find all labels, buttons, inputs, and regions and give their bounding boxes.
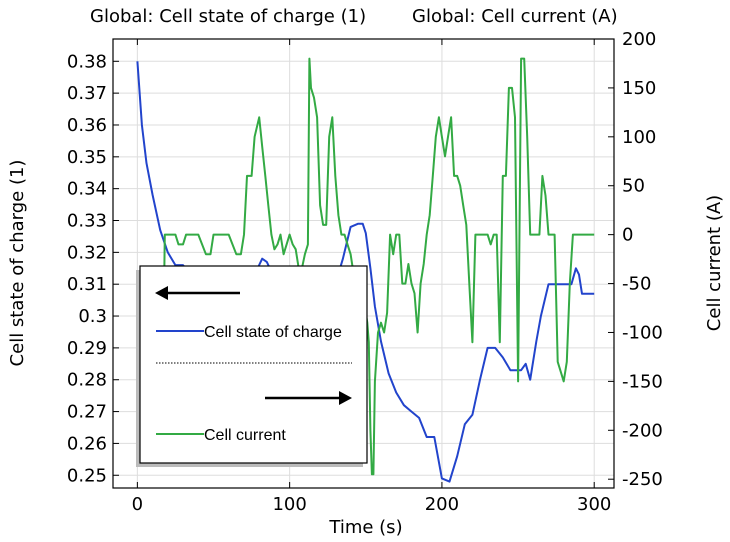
- plot-frame: [112, 38, 615, 489]
- x-axis-label: Time (s): [328, 517, 402, 538]
- y-left-tick-label: 0.3: [78, 306, 107, 327]
- series-line-current: [137, 57, 595, 476]
- y-right-tick-label: -200: [622, 420, 663, 441]
- y-left-tick-label: 0.29: [67, 338, 107, 359]
- y-right-tick-label: -100: [622, 322, 663, 343]
- y-right-tick-label: -150: [622, 371, 663, 392]
- left-arrow-icon: [155, 286, 168, 300]
- chart-title-left: Global: Cell state of charge (1): [90, 6, 366, 27]
- y-right-tick-label: 100: [622, 127, 656, 148]
- y-axis-right-label: Cell current (A): [704, 195, 725, 331]
- right-arrow-icon: [339, 391, 352, 405]
- y-left-tick-label: 0.25: [67, 465, 107, 486]
- y-right-tick-label: 150: [622, 78, 656, 99]
- x-tick-label: 200: [425, 494, 459, 515]
- legend-label-current: Cell current: [204, 427, 286, 444]
- y-left-tick-label: 0.27: [67, 402, 107, 423]
- y-left-tick-label: 0.32: [67, 242, 107, 263]
- y-right-tick-label: 0: [622, 225, 633, 246]
- legend: Cell state of charge Cell current: [136, 265, 368, 467]
- y-right-tick-label: -250: [622, 469, 663, 490]
- y-left-tick-label: 0.31: [67, 274, 107, 295]
- y-left-tick-label: 0.35: [67, 147, 107, 168]
- y-left-tick-label: 0.38: [67, 51, 107, 72]
- y-left-tick-label: 0.26: [67, 433, 107, 454]
- legend-label-soc: Cell state of charge: [204, 324, 342, 341]
- x-tick-label: 100: [272, 494, 306, 515]
- y-left-tick-label: 0.36: [67, 115, 107, 136]
- y-right-tick-label: 200: [622, 29, 656, 50]
- x-tick-label: 0: [132, 494, 143, 515]
- y-left-tick-label: 0.33: [67, 211, 107, 232]
- axis-ticks: 0 100 200 300 0.25 0.26 0.27 0.28 0.29 0.3 0.31 0.3…: [67, 29, 663, 515]
- x-tick-label: 300: [577, 494, 611, 515]
- y-left-tick-label: 0.37: [67, 83, 107, 104]
- chart-title-right: Global: Cell current (A): [412, 6, 618, 27]
- y-axis-left-label: Cell state of charge (1): [7, 160, 28, 367]
- y-right-tick-label: 50: [622, 176, 645, 197]
- y-right-tick-label: -50: [622, 274, 651, 295]
- legend-box: [139, 265, 368, 464]
- y-left-tick-label: 0.34: [67, 179, 107, 200]
- y-left-tick-label: 0.28: [67, 370, 107, 391]
